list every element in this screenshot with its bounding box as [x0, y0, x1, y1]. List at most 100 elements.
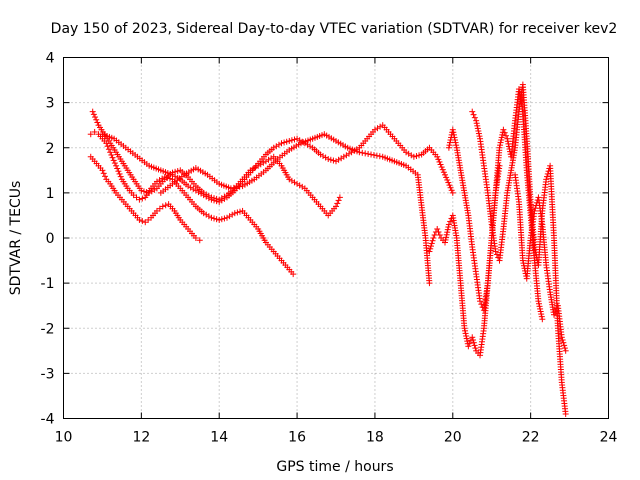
data-point: [373, 152, 380, 159]
data-point: [535, 300, 542, 307]
data-point: [472, 345, 479, 352]
data-point: [551, 311, 557, 318]
data-point: [445, 224, 452, 231]
data-point: [537, 308, 544, 315]
y-tick-label: 0: [46, 231, 55, 247]
data-point: [213, 216, 220, 223]
data-point: [493, 251, 500, 258]
data-point: [470, 339, 477, 346]
data-point: [443, 174, 450, 181]
axis-ticks: [63, 57, 609, 419]
x-tick-label: 22: [522, 430, 540, 446]
data-point: [236, 208, 243, 215]
data-point: [448, 187, 455, 194]
data-point: [561, 345, 568, 352]
data-point: [536, 303, 543, 310]
data-point: [442, 171, 448, 178]
data-point: [428, 240, 435, 247]
data-point: [476, 133, 483, 140]
data-point: [501, 129, 508, 136]
data-point: [109, 154, 116, 161]
data-point: [413, 153, 420, 160]
data-point: [426, 280, 433, 287]
data-point: [561, 342, 568, 349]
data-point: [174, 168, 181, 175]
data-point: [538, 311, 545, 318]
data-point: [496, 144, 503, 151]
data-point: [93, 116, 100, 123]
data-point: [539, 316, 546, 323]
data-point: [192, 235, 199, 241]
data-point: [469, 108, 476, 115]
data-point: [477, 298, 484, 305]
data-point: [283, 138, 290, 145]
data-point: [474, 125, 481, 132]
data-point: [465, 343, 472, 350]
y-tick-labels: -4 -3 -2 -1 0 1 2 3 4: [41, 51, 55, 428]
data-point: [444, 229, 451, 236]
data-point: [286, 137, 293, 144]
data-point: [558, 334, 565, 341]
data-point: [159, 203, 166, 210]
data-point: [370, 152, 377, 159]
data-point: [562, 410, 569, 417]
data-point: [290, 271, 297, 278]
x-tick-label: 14: [210, 430, 228, 446]
data-point: [278, 140, 285, 147]
data-point: [136, 216, 143, 223]
data-point: [436, 158, 443, 165]
data-point: [543, 173, 550, 180]
x-tick-label: 24: [600, 430, 618, 446]
data-point: [504, 138, 511, 145]
data-point: [356, 149, 363, 156]
data-point: [334, 200, 341, 207]
data-point: [94, 119, 101, 126]
data-point: [89, 108, 96, 115]
data-points: [87, 81, 569, 417]
y-tick-label: -3: [41, 366, 55, 382]
data-point: [426, 248, 433, 255]
data-point: [447, 218, 454, 225]
data-point: [537, 305, 544, 312]
data-point: [440, 169, 447, 176]
data-point: [291, 136, 298, 143]
data-point: [531, 207, 538, 214]
data-point: [435, 156, 442, 163]
data-point: [208, 196, 215, 203]
data-point: [443, 234, 450, 241]
data-point: [376, 153, 383, 160]
data-point: [218, 216, 225, 223]
data-point: [107, 149, 114, 156]
data-point: [449, 189, 456, 196]
data-point: [431, 231, 438, 238]
data-point: [236, 183, 243, 190]
data-point: [216, 216, 223, 223]
data-point: [427, 243, 434, 250]
data-point: [475, 130, 482, 137]
data-point: [519, 257, 526, 264]
data-point: [362, 150, 369, 157]
y-tick-label: -1: [41, 276, 55, 292]
y-tick-label: 1: [46, 186, 55, 202]
data-point: [139, 195, 146, 202]
data-point: [471, 114, 478, 121]
data-point: [437, 161, 444, 168]
y-tick-label: 4: [46, 51, 55, 67]
data-point: [463, 332, 470, 339]
data-point: [500, 126, 507, 133]
x-tick-label: 10: [55, 430, 73, 446]
data-point: [445, 179, 452, 186]
data-point: [466, 340, 473, 347]
data-point: [443, 231, 450, 238]
x-tick-label: 12: [132, 430, 150, 446]
data-point: [108, 151, 115, 158]
data-point: [336, 194, 343, 201]
data-point: [444, 176, 451, 183]
data-point: [462, 330, 469, 337]
data-point: [213, 198, 220, 205]
data-point: [143, 189, 150, 196]
data-point: [436, 231, 443, 238]
data-point: [473, 120, 480, 127]
data-point: [559, 336, 566, 343]
